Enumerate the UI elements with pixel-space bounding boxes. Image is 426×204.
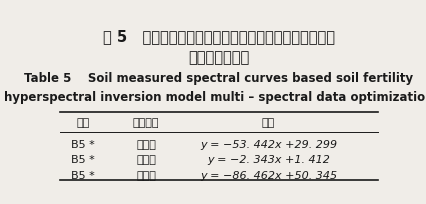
Text: 有机质: 有机质 (136, 140, 155, 150)
Text: 波段: 波段 (76, 118, 89, 128)
Text: B5 *: B5 * (71, 171, 95, 181)
Text: 模型: 模型 (261, 118, 274, 128)
Text: B5 *: B5 * (71, 140, 95, 150)
Text: 有效磷: 有效磷 (136, 171, 155, 181)
Text: B5 *: B5 * (71, 155, 95, 165)
Text: 表 5   基于土壤实测光谱曲线土壤肥力高光谱反演模型的
多光谱数据优化: 表 5 基于土壤实测光谱曲线土壤肥力高光谱反演模型的 多光谱数据优化 (103, 29, 334, 65)
Text: y = −53. 442x +29. 299: y = −53. 442x +29. 299 (199, 140, 336, 150)
Text: 肥力参数: 肥力参数 (132, 118, 159, 128)
Text: 有效钾: 有效钾 (136, 155, 155, 165)
Text: hyperspectral inversion model multi – spectral data optimization: hyperspectral inversion model multi – sp… (4, 91, 426, 104)
Text: y = −86. 462x +50. 345: y = −86. 462x +50. 345 (199, 171, 336, 181)
Text: y = −2. 343x +1. 412: y = −2. 343x +1. 412 (207, 155, 329, 165)
Text: Table 5    Soil measured spectral curves based soil fertility: Table 5 Soil measured spectral curves ba… (24, 72, 412, 85)
